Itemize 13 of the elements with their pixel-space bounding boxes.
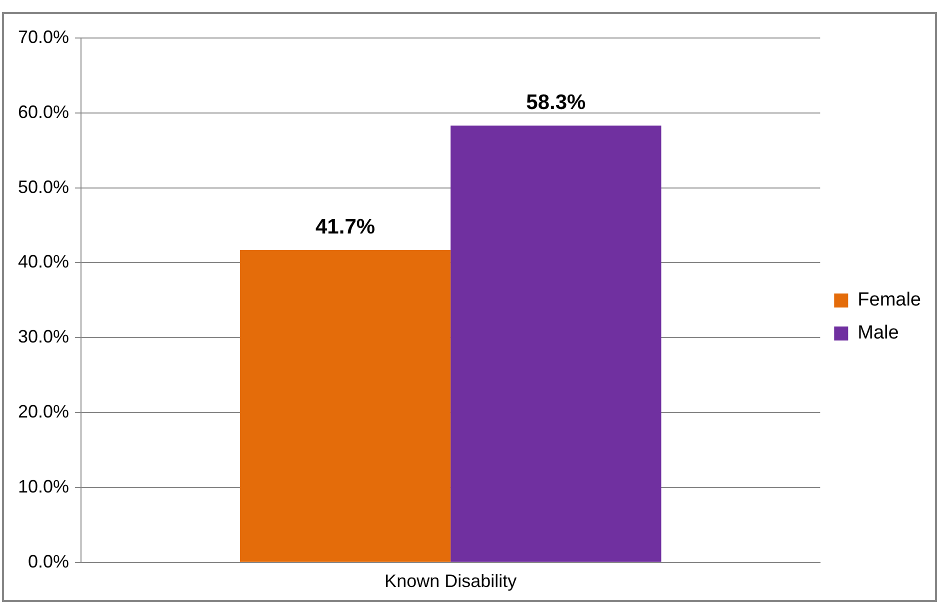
data-label: 41.7%	[315, 215, 376, 238]
y-tick-label: 0.0%	[28, 551, 70, 572]
y-tick-label: 60.0%	[18, 102, 70, 122]
y-tick-label: 20.0%	[18, 402, 70, 422]
legend-label: Male	[858, 322, 899, 344]
y-tick-label: 10.0%	[18, 476, 70, 496]
data-label: 58.3%	[526, 90, 586, 114]
y-tick-label: 30.0%	[18, 326, 70, 347]
y-tick-label: 70.0%	[18, 26, 70, 47]
legend-label: Female	[858, 290, 922, 311]
x-tick-label: Known Disability	[384, 571, 517, 592]
y-tick-label: 50.0%	[18, 176, 70, 197]
y-tick-label: 40.0%	[18, 252, 70, 272]
